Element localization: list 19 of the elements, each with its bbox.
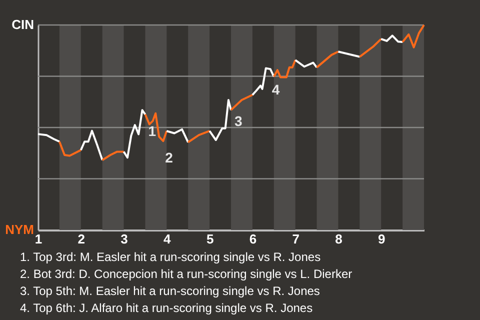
text: NYM [5,222,34,237]
x-tick-label: 5 [206,232,214,246]
x-tick-label: 1 [34,232,42,246]
x-tick-label: 9 [378,232,386,246]
x-tick-label: 8 [335,232,342,246]
x-tick-label: 3 [120,232,128,246]
annotation: 2 [165,150,174,166]
text: 2. Bot 3rd: D. Concepcion hit a run-scoring single vs L. Dierker [20,267,352,281]
x-tick-label: 2 [78,232,86,246]
text: 4. Top 6th: J. Alfaro hit a run-scoring single vs R. Jones [20,301,313,315]
text: CIN [12,17,34,32]
annotation: 1 [148,123,156,140]
x-tick-label: 6 [249,232,257,246]
text: 1. Top 3rd: M. Easler hit a run-scoring single vs R. Jones [20,250,321,264]
text: 3. Top 5th: M. Easler hit a run-scoring single vs R. Jones [20,284,320,298]
annotation: 4 [272,81,280,98]
x-tick-label: 4 [164,232,172,246]
x-tick-label: 7 [292,232,300,246]
annotation: 3 [234,113,242,130]
